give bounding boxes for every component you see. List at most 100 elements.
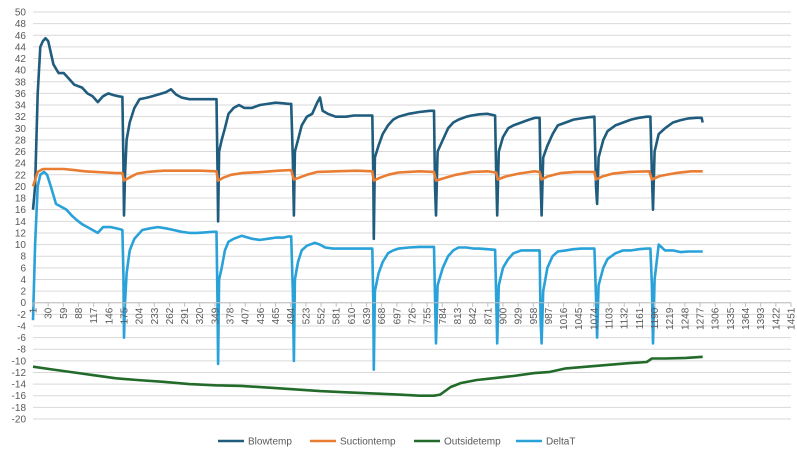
x-tick-label: 552 [317, 307, 328, 324]
series-line-deltat [31, 170, 703, 371]
x-tick-label: 494 [286, 307, 297, 324]
y-tick-label: -2 [17, 310, 26, 321]
x-tick-label: 1 [29, 307, 40, 313]
y-tick-label: 48 [15, 19, 27, 30]
x-tick-label: 726 [408, 307, 419, 324]
x-tick-label: 378 [226, 307, 237, 324]
x-tick-label: 1132 [620, 307, 631, 329]
y-tick-label: 2 [20, 287, 26, 298]
y-tick-label: -10 [12, 356, 27, 367]
y-tick-label: 38 [15, 77, 27, 88]
gridlines [33, 11, 791, 420]
x-tick-label: 407 [241, 307, 252, 324]
y-tick-label: -16 [12, 391, 27, 402]
y-tick-label: 50 [15, 8, 27, 19]
y-tick-label: 18 [15, 194, 27, 205]
y-tick-label: 8 [20, 252, 26, 263]
x-tick-label: 784 [438, 307, 449, 324]
y-tick-label: 12 [15, 228, 27, 239]
x-tick-label: 465 [271, 307, 282, 324]
x-tick-label: 1451 [787, 307, 797, 330]
y-tick-label: 20 [15, 182, 27, 193]
x-tick-label: 842 [468, 307, 479, 324]
x-tick-label: 146 [104, 307, 115, 324]
y-tick-label: 36 [15, 89, 27, 100]
x-tick-label: 291 [180, 307, 191, 324]
legend: Blowtemp Suctiontemp Outsidetemp DeltaT [218, 437, 575, 448]
legend-label-outsidetemp: Outsidetemp [444, 437, 501, 448]
y-tick-label: -18 [12, 403, 27, 414]
x-tick-label: 1364 [741, 307, 752, 330]
x-tick-label: 1335 [726, 307, 737, 330]
y-tick-label: -14 [12, 380, 27, 391]
y-tick-label: 6 [20, 263, 26, 274]
y-tick-label: -6 [17, 333, 26, 344]
y-tick-label: 28 [15, 135, 27, 146]
x-tick-label: 958 [529, 307, 540, 324]
x-tick-label: 871 [483, 307, 494, 324]
y-tick-label: -20 [12, 415, 27, 426]
y-tick-label: 32 [15, 112, 27, 123]
x-tick-label: 1248 [680, 307, 691, 330]
x-tick-label: 1074 [589, 307, 600, 330]
y-tick-label: 46 [15, 31, 27, 42]
x-tick-label: 1393 [756, 307, 767, 330]
x-tick-label: 697 [392, 307, 403, 324]
x-tick-label: 668 [377, 307, 388, 324]
x-tick-label: 30 [44, 307, 55, 319]
series-lines [31, 36, 704, 397]
x-tick-label: 929 [514, 307, 525, 324]
y-tick-label: -4 [17, 321, 26, 332]
y-tick-label: -12 [12, 368, 27, 379]
legend-label-blowtemp: Blowtemp [248, 437, 292, 448]
legend-label-suctiontemp: Suctiontemp [340, 437, 396, 448]
y-tick-label: 42 [15, 54, 27, 65]
x-tick-label: 320 [195, 307, 206, 324]
x-axis: 1 30 59 88 117 146 175 204 233 262 291 320 349 378 407… [29, 302, 797, 330]
x-tick-label: 349 [210, 307, 221, 324]
x-tick-label: 1422 [771, 307, 782, 330]
x-tick-label: 610 [347, 307, 358, 324]
x-tick-label: 639 [362, 307, 373, 324]
x-tick-label: 1277 [696, 307, 707, 330]
x-tick-label: 1306 [711, 307, 722, 330]
x-tick-label: 233 [150, 307, 161, 324]
y-tick-label: 4 [20, 275, 26, 286]
x-tick-label: 175 [119, 307, 130, 324]
y-tick-label: 16 [15, 205, 27, 216]
x-tick-label: 1016 [559, 307, 570, 330]
x-tick-label: 1190 [650, 307, 661, 329]
x-tick-label: 523 [301, 307, 312, 324]
x-tick-label: 813 [453, 307, 464, 324]
x-tick-label: 581 [332, 307, 343, 324]
y-tick-label: 26 [15, 147, 27, 158]
y-tick-label: 40 [15, 66, 27, 77]
series-line-outsidetemp [32, 355, 703, 397]
x-tick-label: 59 [59, 307, 70, 319]
y-tick-label: 10 [15, 240, 27, 251]
x-tick-label: 1219 [665, 307, 676, 330]
y-axis: -20-18-16-14-12-10-8-6-4-202468101214161… [12, 8, 27, 426]
x-tick-label: 88 [74, 307, 85, 319]
series-line-suctiontemp [31, 167, 703, 187]
x-tick-label: 117 [89, 307, 100, 323]
y-tick-label: 30 [15, 124, 27, 135]
x-tick-label: 262 [165, 307, 176, 324]
x-tick-label: 436 [256, 307, 267, 324]
legend-label-deltat: DeltaT [546, 437, 575, 448]
y-tick-label: 34 [15, 101, 27, 112]
x-tick-label: 900 [498, 307, 509, 324]
y-tick-label: 0 [20, 298, 26, 309]
y-tick-label: -8 [17, 345, 26, 356]
x-tick-label: 1103 [605, 307, 616, 329]
y-tick-label: 44 [15, 42, 27, 53]
x-tick-label: 1045 [574, 307, 585, 330]
series-line-blowtemp [31, 36, 704, 241]
x-tick-label: 987 [544, 307, 555, 324]
y-tick-label: 24 [15, 159, 27, 170]
y-tick-label: 22 [15, 170, 27, 181]
x-tick-label: 755 [423, 307, 434, 324]
x-tick-label: 1161 [635, 307, 646, 329]
y-tick-label: 14 [15, 217, 27, 228]
